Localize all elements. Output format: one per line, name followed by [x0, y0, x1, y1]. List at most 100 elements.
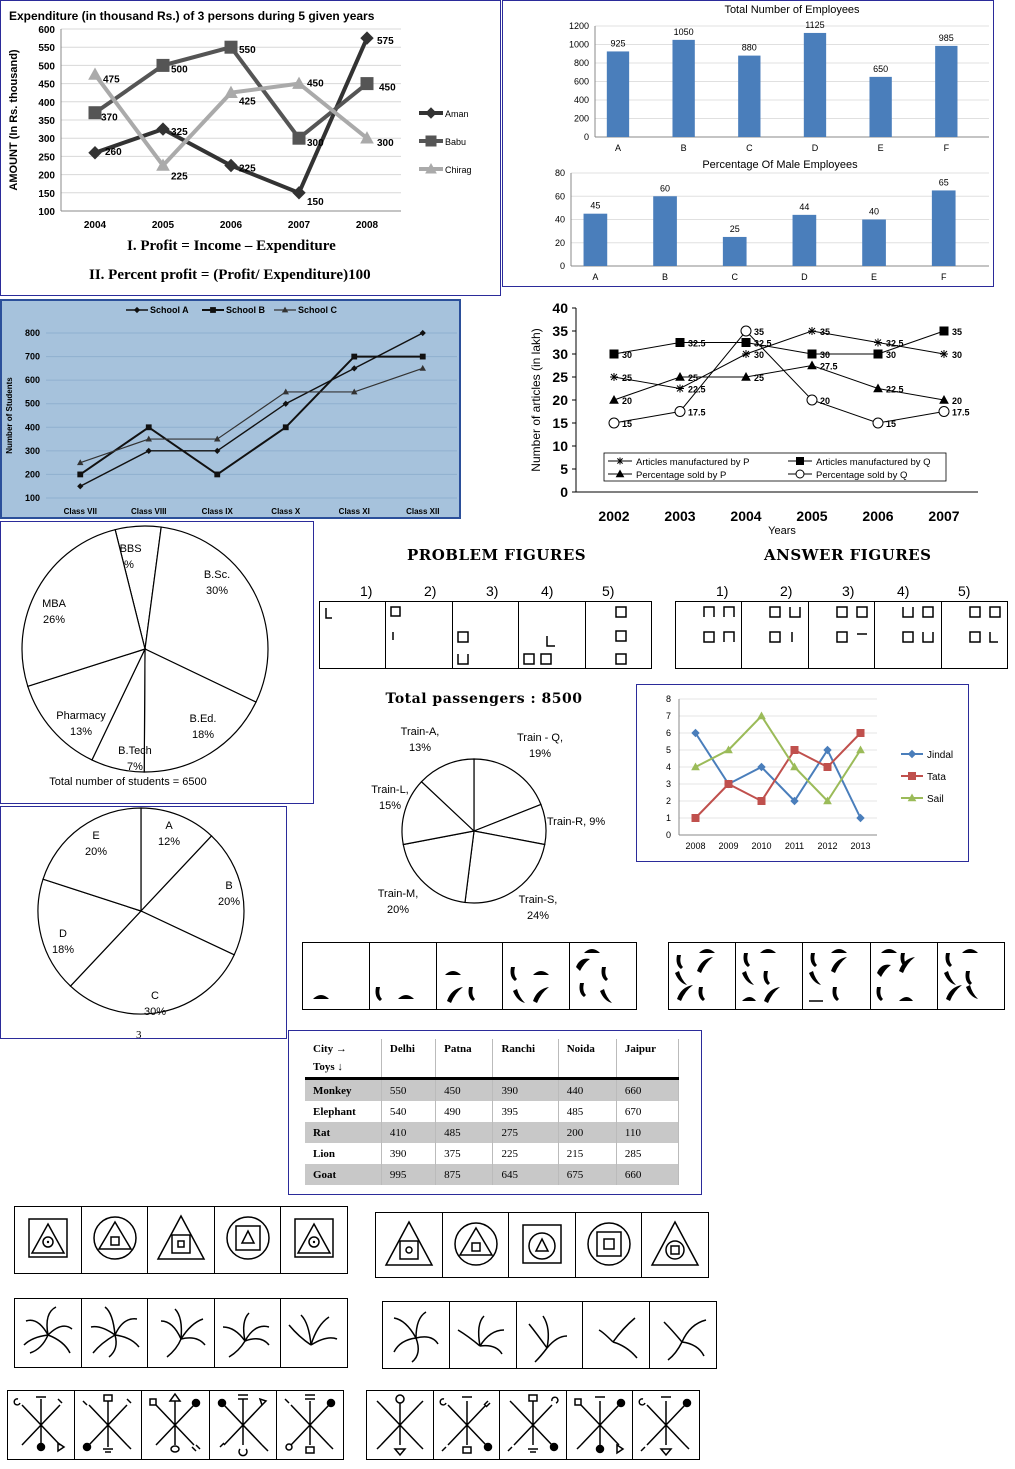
answer-figure-4[interactable]	[583, 1302, 651, 1368]
y-tick-label: 10	[552, 438, 568, 454]
series-line	[613, 330, 945, 390]
data-point	[676, 384, 684, 393]
answer-figure-4[interactable]	[576, 1213, 643, 1277]
slice-percent: 30%	[144, 1006, 166, 1018]
answer-figure-1[interactable]	[669, 943, 737, 1009]
column-header: Delhi	[381, 1039, 437, 1080]
problem-figure-1[interactable]	[303, 943, 370, 1009]
problem-figure-4[interactable]	[503, 943, 571, 1009]
table-cell: 670	[616, 1101, 680, 1122]
data-point	[214, 447, 221, 454]
problem-figure-2[interactable]	[75, 1391, 143, 1459]
problem-figure-1[interactable]	[15, 1299, 82, 1367]
data-point	[873, 383, 883, 393]
problem-figure-2[interactable]	[370, 943, 437, 1009]
problem-figure-4[interactable]	[519, 602, 586, 668]
problem-figure-3[interactable]	[142, 1391, 210, 1459]
answer-figure-1[interactable]	[367, 1391, 434, 1459]
answer-figure-3[interactable]	[809, 602, 876, 668]
data-point	[610, 373, 618, 381]
problem-figure-4[interactable]	[215, 1207, 282, 1273]
problem-figure-5[interactable]	[277, 1391, 343, 1459]
pie-slice	[27, 648, 147, 761]
answer-figure-2[interactable]	[434, 1391, 501, 1459]
problem-figure-3[interactable]	[437, 943, 504, 1009]
table-cell: 675	[558, 1164, 617, 1185]
answer-figure-1[interactable]	[383, 1302, 450, 1368]
row-label: Goat	[305, 1164, 382, 1185]
answer-figure-2[interactable]	[742, 602, 809, 668]
answer-figure-5[interactable]	[650, 1302, 716, 1368]
bar	[722, 236, 747, 266]
answer-figure-5[interactable]	[942, 602, 1007, 668]
figure-drawing	[23, 1306, 73, 1354]
figure-drawing	[453, 1222, 498, 1266]
data-label: 22.5	[886, 385, 904, 395]
problem-figure-3[interactable]	[148, 1299, 215, 1367]
answer-figure-3[interactable]	[509, 1213, 576, 1277]
data-label: 650	[873, 64, 888, 74]
series-line	[613, 330, 945, 355]
data-point	[856, 729, 865, 737]
problem-figure-4[interactable]	[210, 1391, 277, 1459]
figure-drawing	[614, 606, 627, 665]
problem-figure-3[interactable]	[453, 602, 520, 668]
problem-figure-5[interactable]	[281, 1207, 347, 1273]
answer-figure-4[interactable]	[875, 602, 942, 668]
data-point	[360, 131, 374, 144]
data-point	[214, 471, 221, 478]
data-label: 550	[239, 45, 256, 56]
answer-figure-3[interactable]	[500, 1391, 567, 1459]
column-header: Noida	[558, 1039, 617, 1080]
students-pie-chart: MBBS6%B.Sc.30%B.Ed.18%B.Tech7%Pharmacy13…	[21, 525, 269, 788]
x-axis-label: Years	[768, 525, 796, 537]
answer-figure-2[interactable]	[450, 1302, 517, 1368]
row-label: Rat	[305, 1122, 382, 1143]
pie-bottom-note: 3	[136, 1029, 142, 1041]
data-point	[873, 349, 883, 359]
table-cell: 395	[492, 1101, 559, 1122]
problem-figure-2[interactable]	[386, 602, 453, 668]
table-cell: 485	[435, 1122, 494, 1143]
problem-figure-2[interactable]	[82, 1299, 149, 1367]
data-point	[691, 814, 700, 822]
answer-figure-5[interactable]	[938, 943, 1004, 1009]
figure-drawing	[742, 949, 781, 1003]
data-label: 60	[660, 183, 670, 193]
slice-label: Train-R, 9%	[547, 816, 605, 828]
answer-figure-4[interactable]	[567, 1391, 634, 1459]
data-point	[77, 459, 84, 466]
answer-figure-4[interactable]	[871, 943, 938, 1009]
x-tick-label: 2002	[598, 508, 629, 524]
problem-figure-1[interactable]	[8, 1391, 76, 1459]
problem-figure-1[interactable]	[15, 1207, 82, 1273]
answer-figure-2[interactable]	[736, 943, 804, 1009]
row-label: Elephant	[305, 1101, 382, 1122]
problem-figure-5[interactable]	[586, 602, 651, 668]
column-header: Jaipur	[616, 1039, 680, 1080]
data-label: 20	[820, 396, 830, 406]
data-point	[691, 762, 700, 771]
figure-drawing	[217, 1394, 269, 1457]
data-point	[292, 131, 306, 145]
x-tick-label: 2007	[928, 508, 959, 524]
problem-figure-3[interactable]	[148, 1207, 215, 1273]
table-row: Elephant 540 490 395 485 670	[305, 1101, 680, 1122]
y-tick-label: 0	[560, 261, 565, 271]
answer-figure-3[interactable]	[803, 943, 871, 1009]
problem-figure-4[interactable]	[215, 1299, 282, 1367]
answer-figure-5[interactable]	[633, 1391, 699, 1459]
articles-chart: 0 5 10 15 20 25 30 35 40 Number of articles (in l…	[529, 300, 978, 537]
data-point	[77, 483, 84, 490]
problem-figure-5[interactable]	[570, 943, 636, 1009]
y-tick-label: 250	[38, 152, 55, 163]
problem-figure-5[interactable]	[281, 1299, 347, 1367]
answer-figure-3[interactable]	[517, 1302, 584, 1368]
x-tick-label: F	[941, 272, 947, 282]
answer-figure-1[interactable]	[376, 1213, 443, 1277]
answer-figure-5[interactable]	[642, 1213, 708, 1277]
answer-figure-1[interactable]	[676, 602, 743, 668]
problem-figure-1[interactable]	[320, 602, 387, 668]
answer-figure-2[interactable]	[443, 1213, 510, 1277]
problem-figure-2[interactable]	[82, 1207, 149, 1273]
